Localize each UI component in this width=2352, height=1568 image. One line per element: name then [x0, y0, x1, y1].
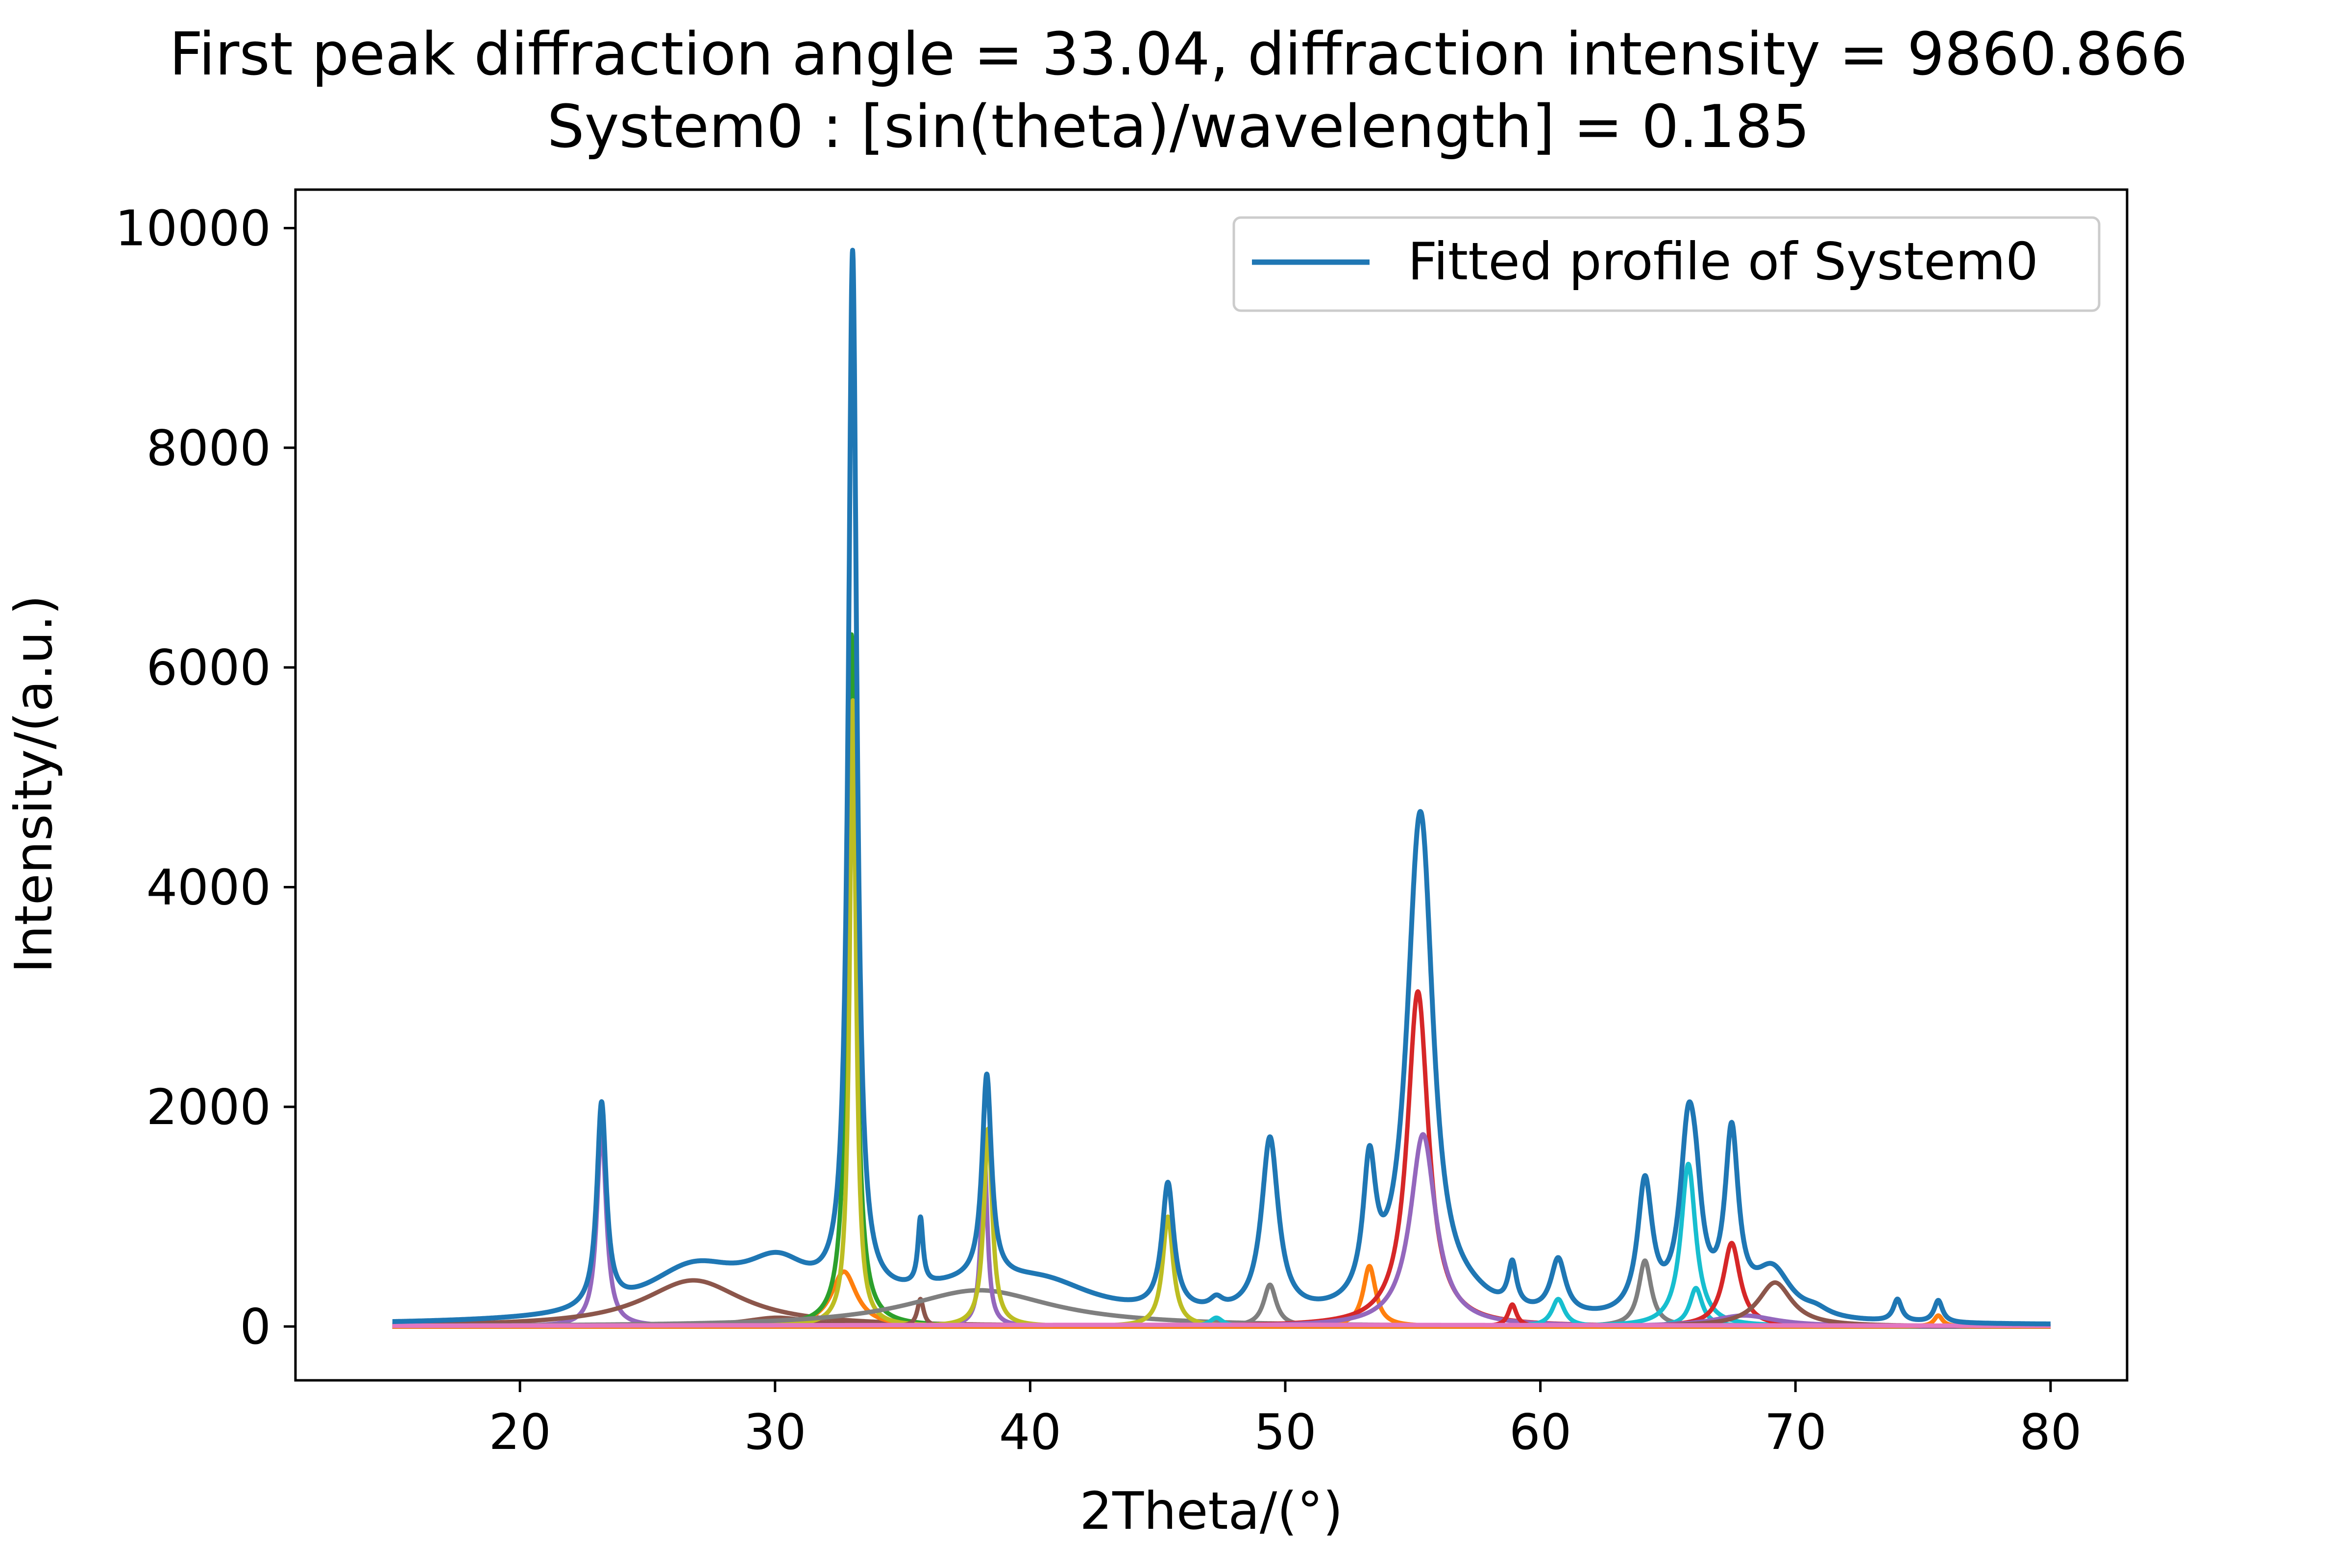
y-tick-label: 0 — [240, 1298, 271, 1355]
component-profile-25 — [390, 1323, 2053, 1328]
x-axis-ticks: 20 30 40 50 60 70 80 — [489, 1380, 2082, 1461]
x-tick-label: 70 — [1764, 1403, 1827, 1461]
x-tick-label: 20 — [489, 1403, 551, 1461]
legend-box — [1232, 216, 2101, 312]
y-axis-ticks: 0 2000 4000 6000 8000 10000 — [115, 199, 295, 1355]
fitted-profile-group — [390, 247, 2053, 1326]
x-tick-label: 30 — [744, 1403, 806, 1461]
y-tick-label: 4000 — [147, 858, 271, 916]
axes-frame — [294, 188, 2129, 1382]
chart-title-line2: System0 : [sin(theta)/wavelength] = 0.18… — [547, 93, 1810, 161]
y-tick-label: 10000 — [115, 199, 271, 257]
x-tick-label: 60 — [1509, 1403, 1571, 1461]
x-axis-label: 2Theta/(°) — [1079, 1481, 1343, 1541]
x-tick-label: 80 — [2019, 1403, 2082, 1461]
y-tick-label: 8000 — [147, 419, 271, 477]
x-tick-label: 40 — [999, 1403, 1061, 1461]
y-axis-label: Intensity/(a.u.) — [4, 595, 64, 973]
component-profiles — [390, 632, 2053, 1329]
y-tick-label: 2000 — [147, 1078, 271, 1136]
legend-label: Fitted profile of System0 — [1408, 232, 2038, 292]
x-tick-label: 50 — [1254, 1403, 1316, 1461]
legend: Fitted profile of System0 — [1232, 216, 2101, 312]
y-tick-label: 6000 — [147, 639, 271, 696]
fitted-profile-line — [390, 247, 2053, 1326]
chart-title-line1: First peak diffraction angle = 33.04, di… — [169, 21, 2187, 89]
